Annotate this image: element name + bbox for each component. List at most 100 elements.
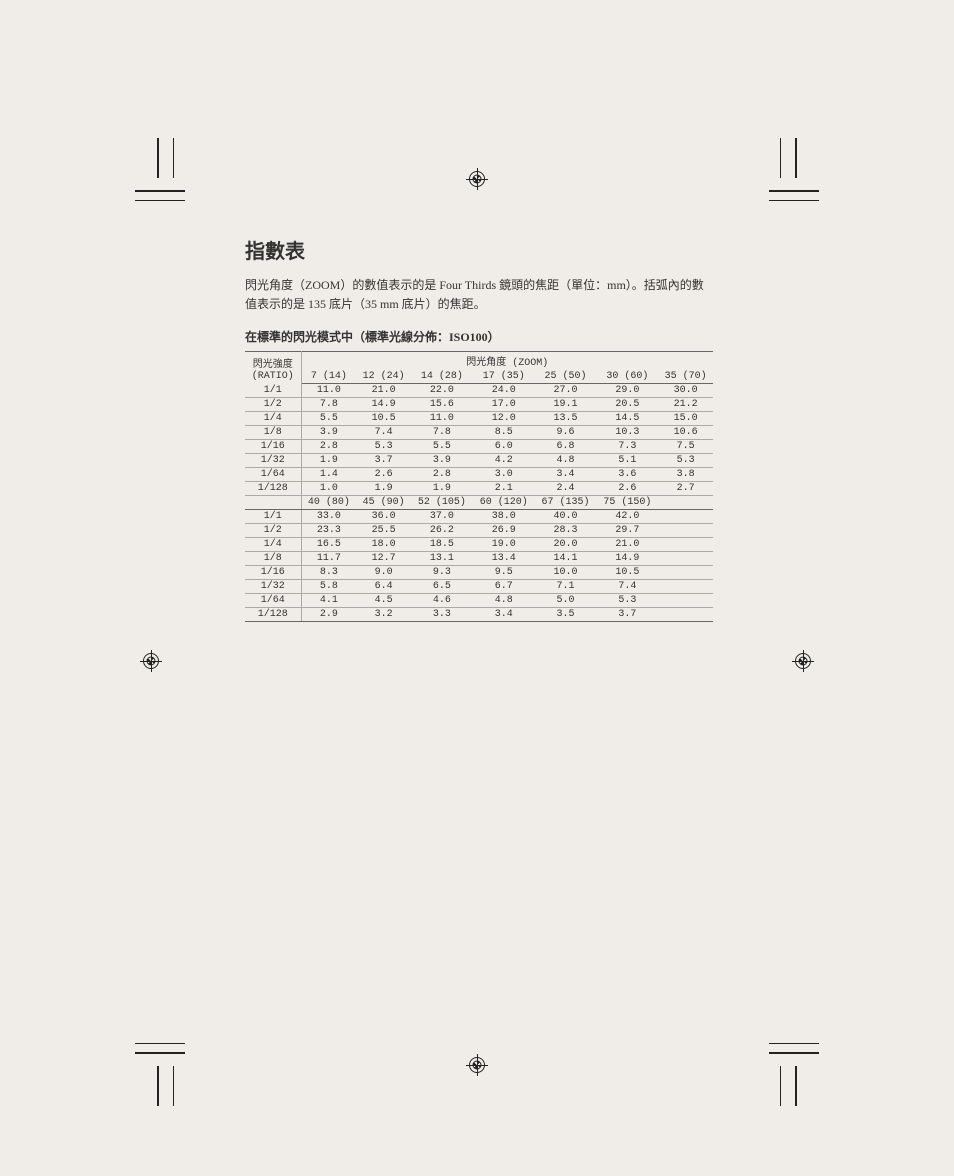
zoom1-col-6: 35 (70) [658, 370, 713, 384]
value-cell: 4.6 [411, 594, 473, 608]
value-cell: 2.6 [356, 468, 411, 482]
value-cell: 26.2 [411, 524, 473, 538]
value-cell: 14.9 [356, 398, 411, 412]
value-cell: 3.8 [658, 468, 713, 482]
value-cell: 7.8 [301, 398, 356, 412]
value-cell: 9.5 [473, 566, 535, 580]
value-cell: 13.5 [535, 412, 597, 426]
value-cell: 14.9 [596, 552, 658, 566]
value-cell: 7.8 [411, 426, 473, 440]
table-subtitle: 在標準的閃光模式中（標準光線分佈：ISO100） [245, 328, 713, 347]
ratio-cell: 1/4 [245, 538, 301, 552]
value-cell: 40.0 [535, 510, 597, 524]
registration-mark-right [792, 650, 814, 672]
value-cell: 18.0 [356, 538, 411, 552]
value-cell: 3.5 [535, 608, 597, 622]
value-cell: 4.8 [535, 454, 597, 468]
crop-mark-bottom-right [759, 1046, 819, 1106]
value-cell: 10.3 [596, 426, 658, 440]
value-cell: 20.5 [596, 398, 658, 412]
ratio-spacer [245, 496, 301, 510]
ratio-cell: 1/64 [245, 594, 301, 608]
value-cell: 2.1 [473, 482, 535, 496]
value-cell: 26.9 [473, 524, 535, 538]
value-cell: 3.6 [596, 468, 658, 482]
value-cell: 33.0 [301, 510, 356, 524]
value-cell: 20.0 [535, 538, 597, 552]
ratio-cell: 1/32 [245, 580, 301, 594]
value-cell: 38.0 [473, 510, 535, 524]
value-cell: 28.3 [535, 524, 597, 538]
value-cell: 9.0 [356, 566, 411, 580]
zoom2-col-4: 67 (135) [535, 496, 597, 510]
value-cell: 5.3 [658, 454, 713, 468]
value-cell: 10.5 [596, 566, 658, 580]
ratio-cell: 1/2 [245, 398, 301, 412]
ratio-cell: 1/1 [245, 510, 301, 524]
value-cell: 7.5 [658, 440, 713, 454]
value-cell: 7.4 [596, 580, 658, 594]
value-cell: 5.1 [596, 454, 658, 468]
zoom2-col-1: 45 (90) [356, 496, 411, 510]
ratio-cell: 1/8 [245, 426, 301, 440]
value-cell: 15.6 [411, 398, 473, 412]
crop-mark-top-left [135, 138, 195, 198]
value-cell: 25.5 [356, 524, 411, 538]
value-cell: 12.7 [356, 552, 411, 566]
value-cell: 15.0 [658, 412, 713, 426]
value-cell: 10.6 [658, 426, 713, 440]
value-cell: 6.4 [356, 580, 411, 594]
value-cell: 2.4 [535, 482, 597, 496]
zoom1-col-4: 25 (50) [535, 370, 597, 384]
ratio-cell: 1/16 [245, 566, 301, 580]
value-cell: 6.8 [535, 440, 597, 454]
value-cell: 5.8 [301, 580, 356, 594]
value-cell: 9.3 [411, 566, 473, 580]
ratio-cell: 1/1 [245, 384, 301, 398]
value-cell: 37.0 [411, 510, 473, 524]
value-cell [658, 566, 713, 580]
zoom1-col-5: 30 (60) [596, 370, 658, 384]
zoom1-col-1: 12 (24) [356, 370, 411, 384]
value-cell: 30.0 [658, 384, 713, 398]
value-cell: 24.0 [473, 384, 535, 398]
value-cell: 21.2 [658, 398, 713, 412]
value-cell: 5.0 [535, 594, 597, 608]
value-cell: 19.0 [473, 538, 535, 552]
value-cell: 2.7 [658, 482, 713, 496]
value-cell: 7.1 [535, 580, 597, 594]
registration-mark-top [466, 168, 488, 190]
zoom2-col-2: 52 (105) [411, 496, 473, 510]
value-cell: 4.1 [301, 594, 356, 608]
value-cell: 1.9 [411, 482, 473, 496]
zoom1-col-0: 7 (14) [301, 370, 356, 384]
ratio-cell: 1/128 [245, 608, 301, 622]
value-cell: 2.6 [596, 482, 658, 496]
crop-mark-top-right [759, 138, 819, 198]
zoom2-col-3: 60 (120) [473, 496, 535, 510]
value-cell: 18.5 [411, 538, 473, 552]
value-cell: 6.7 [473, 580, 535, 594]
value-cell: 22.0 [411, 384, 473, 398]
value-cell: 3.7 [596, 608, 658, 622]
value-cell: 27.0 [535, 384, 597, 398]
ratio-cell: 1/128 [245, 482, 301, 496]
value-cell: 8.5 [473, 426, 535, 440]
value-cell: 11.0 [301, 384, 356, 398]
ratio-header-line2: (RATIO) [252, 371, 294, 382]
registration-mark-bottom [466, 1054, 488, 1076]
ratio-header: 閃光強度 (RATIO) [245, 352, 301, 384]
ratio-cell: 1/2 [245, 524, 301, 538]
ratio-cell: 1/32 [245, 454, 301, 468]
ratio-cell: 1/4 [245, 412, 301, 426]
crop-mark-bottom-left [135, 1046, 195, 1106]
value-cell: 5.5 [411, 440, 473, 454]
value-cell [658, 552, 713, 566]
value-cell: 14.5 [596, 412, 658, 426]
value-cell: 3.4 [473, 608, 535, 622]
value-cell: 1.4 [301, 468, 356, 482]
value-cell: 4.2 [473, 454, 535, 468]
ratio-cell: 1/8 [245, 552, 301, 566]
value-cell: 42.0 [596, 510, 658, 524]
value-cell: 10.0 [535, 566, 597, 580]
